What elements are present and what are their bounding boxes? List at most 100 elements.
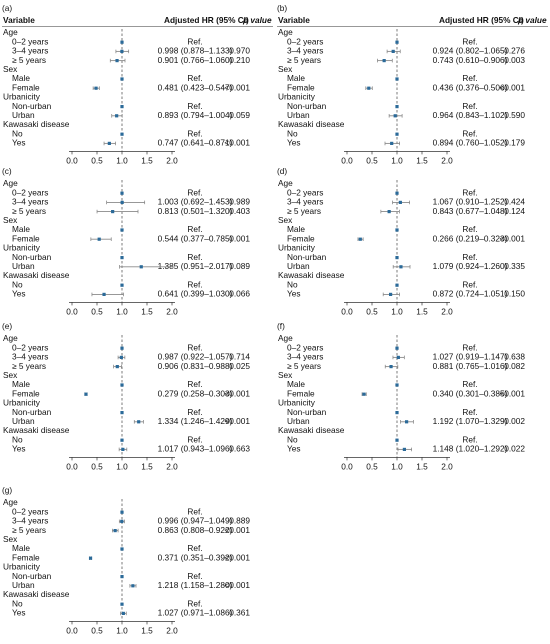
point	[115, 114, 119, 118]
hr-label: 0.924 (0.802–1.065)	[433, 46, 508, 56]
x-tick-label: 1.5	[141, 156, 153, 166]
point	[120, 383, 124, 387]
group-label: Sex	[3, 64, 18, 74]
p-value: 0.638	[504, 352, 525, 362]
row-label: Male	[287, 379, 305, 389]
header-hr: Adjusted HR (95% CI)	[439, 15, 524, 25]
row-label: ≥ 5 years	[287, 361, 321, 371]
point	[358, 237, 362, 241]
hr-label: Ref.	[187, 379, 202, 389]
x-tick-label: 0.5	[91, 462, 103, 472]
row-label: 3–4 years	[287, 352, 323, 362]
group-label: Age	[3, 178, 18, 188]
hr-label: 0.901 (0.766–1.060)	[158, 55, 233, 65]
point	[131, 584, 135, 588]
point	[395, 77, 399, 81]
hr-label: Ref.	[187, 342, 202, 352]
row-label: Yes	[12, 289, 26, 299]
p-value: <0.001	[224, 580, 250, 590]
point	[395, 40, 399, 44]
point	[120, 228, 124, 232]
row-label: No	[287, 128, 298, 138]
hr-label: Ref.	[462, 342, 477, 352]
p-value: <0.001	[499, 233, 525, 243]
group-label: Kawasaki disease	[278, 425, 345, 435]
hr-label: 0.747 (0.641–0.871)	[158, 138, 233, 148]
hr-label: 0.894 (0.760–1.052)	[433, 138, 508, 148]
group-label: Sex	[3, 534, 18, 544]
hr-label: 1.027 (0.919–1.147)	[433, 352, 508, 362]
p-value: 0.002	[504, 416, 525, 426]
panel-label: (a)	[2, 3, 12, 13]
row-label: No	[287, 279, 298, 289]
row-label: ≥ 5 years	[12, 361, 46, 371]
group-label: Urbanicity	[278, 398, 316, 408]
point	[115, 365, 119, 369]
p-value: 0.424	[504, 197, 525, 207]
row-label: Urban	[12, 580, 35, 590]
hr-label: Ref.	[462, 252, 477, 262]
panel-label: (g)	[2, 485, 12, 495]
hr-label: Ref.	[462, 224, 477, 234]
row-label: Female	[287, 233, 315, 243]
point	[84, 392, 88, 396]
point	[120, 132, 124, 136]
hr-label: 1.148 (1.020–1.292)	[433, 444, 508, 454]
hr-label: Ref.	[187, 434, 202, 444]
point	[393, 114, 397, 118]
point	[107, 141, 111, 145]
p-value: <0.001	[224, 138, 250, 148]
row-label: 3–4 years	[12, 46, 48, 56]
hr-label: 0.998 (0.878–1.133)	[158, 46, 233, 56]
row-label: Female	[287, 82, 315, 92]
group-label: Sex	[3, 370, 18, 380]
point	[120, 77, 124, 81]
x-tick-label: 2.0	[441, 156, 453, 166]
panel-label: (e)	[2, 321, 12, 331]
point	[120, 547, 124, 551]
x-tick-label: 1.0	[116, 156, 128, 166]
p-value: 0.124	[504, 206, 525, 216]
p-value: 0.403	[229, 206, 250, 216]
row-label: 3–4 years	[287, 197, 323, 207]
row-label: Non-urban	[287, 407, 327, 417]
hr-label: 0.906 (0.831–0.988)	[158, 361, 233, 371]
x-tick-label: 2.0	[166, 462, 178, 472]
row-label: Female	[12, 82, 40, 92]
row-label: Non-urban	[12, 571, 52, 581]
x-tick-label: 2.0	[441, 307, 453, 317]
group-label: Urbanicity	[278, 92, 316, 102]
x-tick-label: 1.0	[391, 307, 403, 317]
point	[120, 49, 124, 53]
hr-label: 0.743 (0.610–0.906)	[433, 55, 508, 65]
x-tick-label: 0.0	[341, 156, 353, 166]
hr-label: Ref.	[187, 252, 202, 262]
point	[120, 602, 124, 606]
p-value: 0.059	[229, 110, 250, 120]
row-label: No	[12, 434, 23, 444]
row-label: 0–2 years	[287, 342, 323, 352]
group-label: Kawasaki disease	[3, 425, 70, 435]
x-tick-label: 0.5	[366, 307, 378, 317]
x-tick-label: 1.0	[116, 307, 128, 317]
p-value: 0.590	[504, 110, 525, 120]
point	[111, 210, 115, 214]
x-tick-label: 1.5	[141, 462, 153, 472]
group-label: Kawasaki disease	[3, 119, 70, 129]
group-label: Sex	[3, 215, 18, 225]
hr-label: 0.987 (0.922–1.057)	[158, 352, 233, 362]
hr-label: 0.340 (0.301–0.385)	[433, 388, 508, 398]
point	[395, 283, 399, 287]
point	[120, 200, 124, 204]
group-label: Kawasaki disease	[278, 270, 345, 280]
row-label: Male	[12, 543, 30, 553]
row-label: Yes	[287, 289, 301, 299]
x-tick-label: 0.5	[366, 462, 378, 472]
header-p: p value	[242, 15, 272, 25]
point	[102, 292, 106, 296]
x-tick-label: 2.0	[166, 626, 178, 636]
hr-label: Ref.	[462, 279, 477, 289]
hr-label: 0.481 (0.423–0.547)	[158, 82, 233, 92]
row-label: Yes	[12, 444, 26, 454]
